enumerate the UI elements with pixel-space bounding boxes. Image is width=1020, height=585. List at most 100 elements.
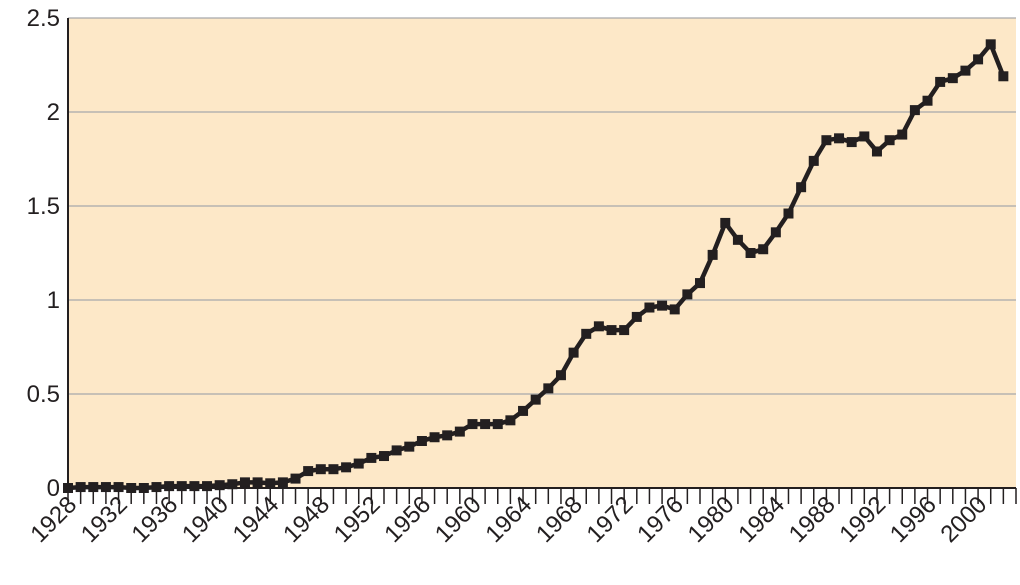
data-point: [252, 477, 263, 488]
data-point: [973, 54, 984, 65]
data-point: [758, 244, 769, 255]
y-tick-label: 1.5: [27, 193, 60, 220]
gridlines: [68, 17, 1016, 395]
x-tick-label: 1964: [480, 491, 537, 548]
data-point: [846, 137, 857, 148]
x-tick-label: 1928: [25, 491, 82, 548]
x-tick-label: 1960: [430, 491, 487, 548]
data-point: [442, 430, 453, 441]
x-tick-label: 1992: [834, 491, 891, 548]
data-point: [960, 65, 971, 76]
data-point: [189, 481, 200, 492]
data-markers: [63, 39, 1009, 493]
data-point: [619, 325, 630, 336]
data-point: [631, 311, 642, 322]
data-point: [859, 131, 870, 142]
data-point: [568, 347, 579, 358]
x-tick-label: 1940: [177, 491, 234, 548]
x-tick-label: 1948: [278, 491, 335, 548]
data-point: [164, 481, 175, 492]
data-point: [543, 383, 554, 394]
data-point: [947, 73, 958, 84]
data-point: [935, 76, 946, 87]
y-axis-tick-labels: 0 0.5 1 1.5 2 2.5: [27, 5, 60, 502]
data-point: [657, 300, 668, 311]
data-point: [669, 304, 680, 315]
data-point: [732, 234, 743, 245]
data-point: [518, 405, 529, 416]
data-point: [138, 483, 149, 493]
data-point: [404, 441, 415, 452]
data-point: [88, 482, 99, 493]
data-point: [290, 473, 301, 484]
data-point: [151, 482, 162, 493]
data-point: [227, 479, 238, 490]
data-point: [429, 432, 440, 443]
data-point: [113, 482, 124, 493]
y-tick-label: 0.5: [27, 381, 60, 408]
data-point: [126, 483, 137, 493]
data-point: [454, 426, 465, 437]
data-point: [328, 464, 339, 475]
data-point: [783, 208, 794, 219]
data-point: [303, 466, 314, 477]
data-point: [985, 39, 996, 50]
data-point: [834, 133, 845, 144]
data-point: [707, 249, 718, 260]
data-point: [492, 419, 503, 430]
data-point: [214, 480, 225, 491]
x-tick-label: 1996: [885, 491, 942, 548]
x-tick-label: 1936: [127, 491, 184, 548]
data-point: [922, 95, 933, 106]
data-point: [897, 129, 908, 140]
data-point: [391, 445, 402, 456]
data-point: [720, 217, 731, 228]
data-point: [998, 71, 1009, 82]
data-point: [277, 477, 288, 488]
x-tick-label: 1972: [582, 491, 639, 548]
x-tick-label: 1956: [379, 491, 436, 548]
data-point: [884, 135, 895, 146]
data-point: [695, 278, 705, 289]
data-point: [202, 481, 213, 492]
data-point: [353, 458, 364, 469]
x-tick-label: 1980: [683, 491, 740, 548]
plot-area: [68, 18, 1016, 488]
x-tick-label: 1988: [784, 491, 841, 548]
data-point: [909, 105, 920, 116]
x-axis-tick-labels: 1928193219361940194419481952195619601964…: [25, 491, 992, 548]
data-point: [682, 289, 693, 300]
data-point: [796, 182, 807, 193]
y-tick-label: 2: [47, 99, 60, 126]
data-point: [770, 227, 781, 238]
data-point: [555, 370, 566, 381]
data-point: [100, 482, 111, 493]
data-point: [239, 477, 250, 488]
x-tick-label: 1968: [531, 491, 588, 548]
data-point: [505, 415, 516, 426]
data-point: [480, 419, 491, 430]
data-point: [581, 328, 592, 339]
data-point: [416, 436, 427, 446]
data-point: [467, 419, 478, 430]
data-point: [379, 451, 389, 462]
x-tick-label: 2000: [935, 491, 992, 548]
data-point: [176, 481, 187, 492]
data-point: [63, 483, 73, 493]
y-tick-label: 0: [47, 475, 60, 502]
x-tick-label: 1944: [228, 491, 285, 548]
data-point: [745, 248, 756, 258]
data-point: [593, 321, 604, 332]
x-tick-label: 1952: [329, 491, 386, 548]
data-point: [366, 452, 377, 463]
x-tick-label: 1984: [733, 491, 790, 548]
y-tick-label: 1: [47, 287, 60, 314]
data-point: [871, 146, 882, 157]
data-point: [644, 302, 655, 313]
data-point: [821, 135, 832, 146]
data-point: [606, 325, 617, 336]
data-point: [75, 482, 86, 493]
data-point: [530, 394, 541, 405]
data-point: [341, 462, 352, 473]
